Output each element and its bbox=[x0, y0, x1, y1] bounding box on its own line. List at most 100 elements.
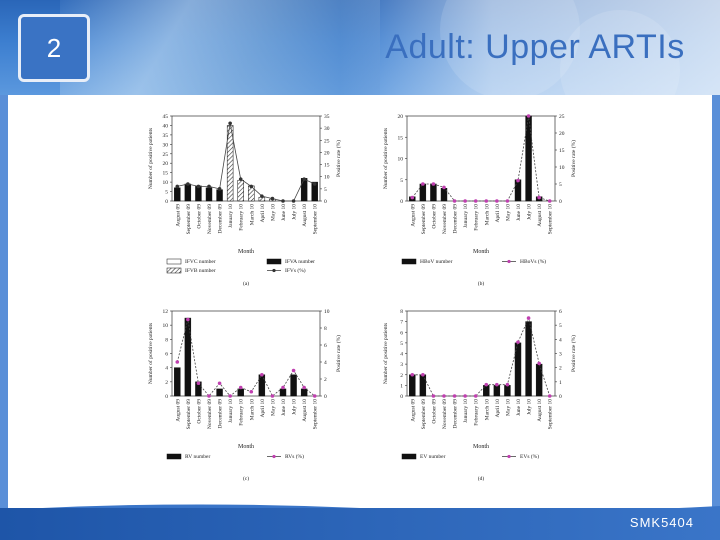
rate-point bbox=[207, 184, 211, 189]
x-tick-label: April 10 bbox=[260, 204, 266, 223]
x-tick-label: December 09 bbox=[453, 204, 459, 234]
rate-point bbox=[516, 178, 520, 183]
legend-label: HBoV number bbox=[420, 259, 453, 265]
x-axis-label: Month bbox=[238, 444, 254, 450]
rate-point bbox=[431, 182, 436, 186]
rate-point bbox=[175, 184, 180, 189]
x-tick-label: July 10 bbox=[292, 399, 298, 415]
y-tick-label: 12 bbox=[163, 309, 169, 315]
rate-point bbox=[196, 381, 201, 386]
legend-marker bbox=[272, 268, 276, 273]
rate-point bbox=[260, 372, 264, 377]
x-tick-label: September 09 bbox=[421, 204, 427, 235]
rate-point bbox=[473, 394, 478, 398]
y2-tick-label: 8 bbox=[324, 326, 327, 332]
y2-tick-label: 5 bbox=[559, 323, 562, 329]
bar bbox=[409, 374, 416, 397]
x-tick-label: March 10 bbox=[249, 204, 255, 225]
x-tick-label: February 10 bbox=[239, 399, 245, 426]
bar bbox=[504, 385, 511, 397]
y2-tick-label: 0 bbox=[324, 394, 327, 400]
bar bbox=[311, 181, 318, 202]
bar bbox=[184, 183, 192, 202]
legend-swatch bbox=[401, 453, 417, 460]
y2-axis-label: Positive rate (%) bbox=[335, 140, 342, 177]
y-tick-label: 10 bbox=[398, 157, 404, 163]
y-tick-label: 25 bbox=[163, 152, 169, 158]
y2-tick-label: 20 bbox=[324, 150, 330, 156]
x-tick-label: September 09 bbox=[421, 399, 427, 430]
bar bbox=[216, 189, 223, 202]
legend-swatch bbox=[401, 258, 417, 265]
rate-point bbox=[217, 187, 222, 191]
rate-point bbox=[452, 394, 457, 398]
rate-point bbox=[207, 394, 211, 398]
slide-header bbox=[0, 0, 720, 95]
bar bbox=[216, 388, 223, 397]
y-tick-label: 1 bbox=[400, 383, 403, 389]
x-tick-label: February 10 bbox=[239, 204, 245, 231]
x-axis-label: Month bbox=[238, 249, 254, 255]
bar bbox=[419, 374, 427, 397]
rate-point bbox=[196, 184, 201, 189]
y2-tick-label: 10 bbox=[559, 165, 565, 171]
y2-axis-label: Positive rate (%) bbox=[335, 335, 342, 372]
rate-point bbox=[442, 394, 446, 398]
legend-swatch bbox=[266, 258, 282, 265]
y-tick-label: 20 bbox=[398, 114, 404, 120]
rate-point bbox=[281, 385, 285, 390]
x-tick-label: October 09 bbox=[431, 204, 437, 229]
y2-tick-label: 2 bbox=[559, 366, 562, 372]
y-tick-label: 35 bbox=[163, 133, 169, 139]
x-tick-label: September 09 bbox=[186, 399, 192, 430]
x-tick-label: September 10 bbox=[548, 399, 554, 430]
footer-label: SMK5404 bbox=[629, 515, 694, 530]
rate-point bbox=[537, 195, 541, 200]
y2-tick-label: 4 bbox=[559, 337, 562, 343]
left-border bbox=[0, 95, 8, 510]
x-tick-label: February 10 bbox=[474, 399, 480, 426]
rate-point bbox=[281, 199, 285, 203]
rate-line bbox=[411, 115, 550, 202]
y2-tick-label: 0 bbox=[559, 199, 562, 205]
legend-label: RVs (%) bbox=[285, 453, 304, 460]
x-tick-label: August 10 bbox=[537, 204, 543, 227]
y2-tick-label: 25 bbox=[559, 114, 565, 120]
y-tick-label: 6 bbox=[165, 352, 168, 358]
x-tick-label: June 10 bbox=[281, 204, 287, 221]
x-tick-label: August 09 bbox=[410, 204, 416, 227]
x-tick-label: August 10 bbox=[537, 399, 543, 422]
x-tick-label: January 10 bbox=[228, 399, 234, 423]
rate-point bbox=[505, 382, 510, 387]
rate-point bbox=[302, 385, 306, 390]
bar bbox=[514, 179, 522, 202]
rate-point bbox=[473, 199, 478, 203]
y-tick-label: 10 bbox=[163, 323, 169, 329]
y-tick-label: 3 bbox=[400, 362, 403, 368]
slide-number: 2 bbox=[46, 32, 62, 63]
legend-swatch bbox=[166, 258, 182, 265]
y-tick-label: 0 bbox=[165, 394, 168, 400]
slide-title: Adult: Upper ARTIs bbox=[385, 28, 685, 66]
x-tick-label: May 10 bbox=[505, 399, 511, 416]
rate-point bbox=[186, 182, 190, 186]
header-photo bbox=[60, 0, 380, 95]
bar bbox=[237, 179, 244, 202]
header-fade bbox=[340, 0, 720, 95]
rate-point bbox=[238, 385, 243, 390]
plot-frame bbox=[406, 310, 556, 397]
y2-tick-label: 1 bbox=[559, 380, 562, 386]
rate-point bbox=[484, 199, 489, 203]
rate-point bbox=[217, 381, 222, 386]
y-tick-label: 8 bbox=[400, 309, 403, 315]
panel-label: (d) bbox=[478, 475, 485, 482]
x-tick-label: September 10 bbox=[313, 399, 319, 430]
y-axis-label: Number of positive patients bbox=[382, 323, 389, 384]
y2-tick-label: 30 bbox=[324, 126, 330, 132]
bar bbox=[300, 388, 308, 397]
rate-point bbox=[270, 394, 275, 398]
rate-point bbox=[526, 316, 531, 320]
rate-point bbox=[260, 194, 264, 198]
bar bbox=[237, 388, 244, 397]
rate-point bbox=[410, 195, 415, 200]
